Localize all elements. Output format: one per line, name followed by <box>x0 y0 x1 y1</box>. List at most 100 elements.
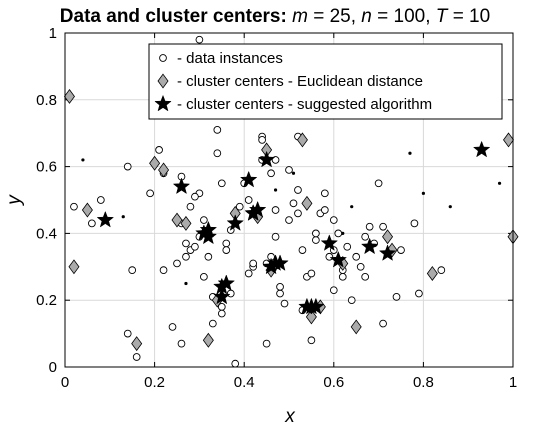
data-instance-point <box>285 166 293 174</box>
data-instance-point <box>182 252 190 261</box>
data-instance-point <box>312 236 320 244</box>
suggested-center-marker <box>378 244 397 261</box>
suggested-center-marker <box>172 177 191 195</box>
data-instance-point <box>123 162 132 171</box>
data-instance-point <box>410 219 419 228</box>
data-instance-point <box>379 222 387 231</box>
suggested-center-marker <box>217 274 236 291</box>
legend-data-instances-marker <box>159 54 167 62</box>
x-tick-label: 0 <box>61 374 69 391</box>
data-instance-point <box>397 246 405 254</box>
y-axis-label: y <box>4 194 25 207</box>
data-instance-point <box>294 186 302 194</box>
data-instance-point <box>123 329 132 338</box>
data-instance-point <box>226 289 235 298</box>
euclidean-center-marker <box>350 319 362 335</box>
x-tick-label: 0.2 <box>144 374 165 391</box>
data-instance-point <box>208 319 217 328</box>
suggested-center-marker <box>213 287 231 305</box>
data-instance-point <box>325 252 334 261</box>
x-tick-label: 0.6 <box>323 374 344 391</box>
suggested-center-marker <box>329 250 348 268</box>
data-instance-point <box>222 246 231 254</box>
title-m-symbol: m <box>292 6 308 27</box>
data-instance-point <box>320 189 329 198</box>
euclidean-center-marker <box>382 229 394 245</box>
euclidean-center-marker <box>149 155 161 171</box>
suggested-center-marker <box>320 234 339 251</box>
x-tick-label: 0.4 <box>234 374 255 391</box>
legend-box <box>148 43 503 120</box>
euclidean-center-marker <box>68 259 80 275</box>
euclidean-center-marker <box>503 132 515 148</box>
data-instance-point <box>347 296 356 305</box>
suggested-center-marker <box>257 150 276 168</box>
data-instance-point <box>352 252 361 261</box>
data-instance-point <box>298 246 307 254</box>
data-instance-point <box>217 309 226 318</box>
y-tick-label: 0.2 <box>36 292 57 309</box>
data-instance-point <box>437 266 446 274</box>
plot-frame <box>64 32 514 368</box>
data-instance-point <box>329 286 338 295</box>
data-instance-point <box>276 289 284 298</box>
data-instance-point <box>191 242 199 251</box>
data-instance-point <box>235 202 244 211</box>
small-dot-point <box>81 158 85 162</box>
legend-data-instances-label: - data instances <box>177 50 283 67</box>
data-instance-point <box>70 202 78 211</box>
euclidean-center-marker <box>296 132 308 148</box>
euclidean-center-marker <box>63 88 75 104</box>
data-instance-point <box>307 269 316 278</box>
data-instance-point <box>258 136 266 144</box>
data-instance-point <box>217 179 226 188</box>
title-t-value: = 10 <box>453 6 491 27</box>
title-n-symbol: n <box>361 6 372 27</box>
data-instance-point <box>338 272 347 281</box>
x-tick-label: 1 <box>509 374 517 391</box>
suggested-center-marker <box>271 254 289 271</box>
legend-euclidean-centers-label: - cluster centers - Euclidean distance <box>177 73 423 90</box>
data-instance-point <box>276 282 284 291</box>
data-instance-point <box>200 272 208 281</box>
data-instance-point <box>294 209 302 218</box>
title-prefix: Data and cluster centers: <box>60 6 287 27</box>
data-instance-point <box>159 266 168 274</box>
data-instance-point <box>128 266 137 274</box>
data-instance-point <box>285 216 293 224</box>
data-instance-point <box>204 252 213 261</box>
small-dot-point <box>350 205 354 209</box>
data-instance-point <box>356 262 365 271</box>
suggested-center-marker <box>199 227 218 245</box>
small-dot-point <box>291 171 296 175</box>
data-instance-point <box>168 323 177 331</box>
legend: - data instances - cluster centers - Eucl… <box>148 43 503 120</box>
data-instance-point <box>374 179 383 188</box>
small-dot-point <box>273 188 278 192</box>
legend-suggested-centers-label: - cluster centers - suggested algorithm <box>177 96 432 113</box>
small-dot-point <box>448 205 452 209</box>
y-tick-label: 0.4 <box>36 225 57 242</box>
data-instance-point <box>271 206 280 214</box>
data-instance-point <box>213 126 222 134</box>
data-instance-point <box>155 146 163 154</box>
data-instance-point <box>379 319 387 328</box>
data-instance-point <box>343 242 352 251</box>
data-instance-point <box>186 202 195 211</box>
data-instance-point <box>361 232 370 241</box>
data-instance-point <box>271 232 280 241</box>
data-instance-point <box>267 169 275 178</box>
suggested-center-marker <box>360 237 379 255</box>
title-m-value: = 25, <box>313 6 361 27</box>
data-instance-point <box>200 216 208 224</box>
title-n-value: = 100, <box>377 6 436 27</box>
data-instance-point <box>289 199 298 208</box>
small-dot-point <box>184 281 188 286</box>
data-instance-point <box>213 149 222 158</box>
x-tick-label: 0.8 <box>413 374 434 391</box>
data-instance-point <box>146 189 154 198</box>
data-instance-point <box>191 192 199 201</box>
small-dot-point <box>121 215 125 219</box>
legend-euclidean-centers-marker <box>157 73 169 89</box>
data-instance-point <box>195 35 204 44</box>
